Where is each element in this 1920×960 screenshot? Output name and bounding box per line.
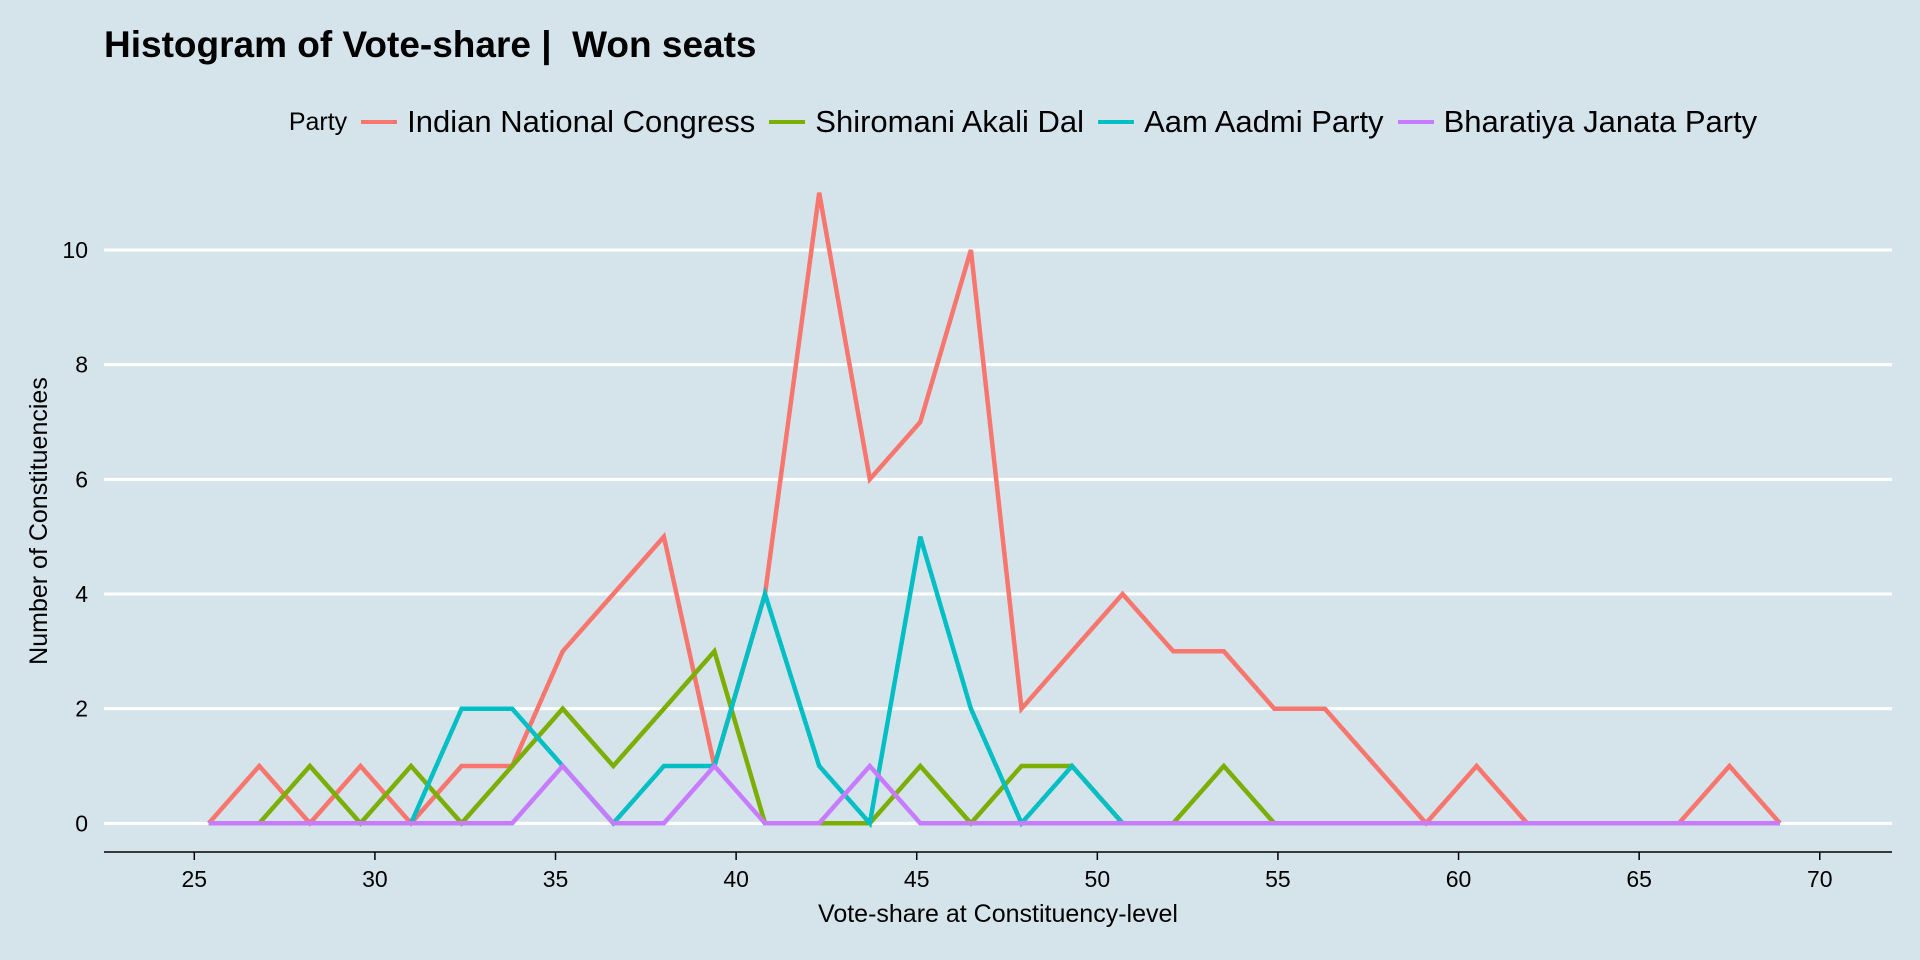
legend-swatch-inc xyxy=(361,120,398,124)
y-tick-label-6: 6 xyxy=(75,466,88,492)
legend-swatch-sad xyxy=(769,120,806,124)
x-tick-label-40: 40 xyxy=(723,866,749,892)
x-tick-label-60: 60 xyxy=(1446,866,1472,892)
y-axis-label: Number of Constituencies xyxy=(25,377,53,665)
x-tick-label-35: 35 xyxy=(543,866,569,892)
x-axis-label: Vote-share at Constituency-level xyxy=(818,900,1178,928)
y-tick-label-10: 10 xyxy=(62,237,88,263)
legend-label-sad: Shiromani Akali Dal xyxy=(815,104,1085,139)
x-tick-label-25: 25 xyxy=(182,866,208,892)
legend-title: Party xyxy=(288,107,348,136)
x-tick-label-65: 65 xyxy=(1626,866,1652,892)
legend-label-inc: Indian National Congress xyxy=(407,104,756,139)
series-line-aap xyxy=(208,536,1780,829)
legend-item-aap: Aam Aadmi Party xyxy=(1098,104,1384,140)
series-line-inc xyxy=(207,192,1782,827)
legend-item-sad: Shiromani Akali Dal xyxy=(769,104,1084,140)
legend-item-bjp: Bharatiya Janata Party xyxy=(1397,104,1758,140)
x-tick-label-30: 30 xyxy=(362,866,388,892)
x-tick-label-50: 50 xyxy=(1085,866,1111,892)
x-tick-label-70: 70 xyxy=(1807,866,1833,892)
y-tick-label-2: 2 xyxy=(75,696,88,722)
x-tick-label-55: 55 xyxy=(1265,866,1291,892)
y-tick-label-8: 8 xyxy=(75,352,88,378)
series-line-bjp xyxy=(208,762,1780,826)
x-tick-label-45: 45 xyxy=(904,866,930,892)
legend-item-inc: Indian National Congress xyxy=(361,104,755,140)
legend-label-aap: Aam Aadmi Party xyxy=(1144,104,1384,139)
series-line-sad xyxy=(208,646,1780,827)
legend-swatch-aap xyxy=(1098,120,1135,124)
legend: Party Indian National Congress Shiromani… xyxy=(0,104,1920,140)
legend-label-bjp: Bharatiya Janata Party xyxy=(1443,104,1758,139)
chart-title: Histogram of Vote-share | Won seats xyxy=(104,24,757,65)
y-tick-label-4: 4 xyxy=(75,581,88,607)
y-tick-label-0: 0 xyxy=(75,810,88,836)
legend-swatch-bjp xyxy=(1397,120,1434,124)
